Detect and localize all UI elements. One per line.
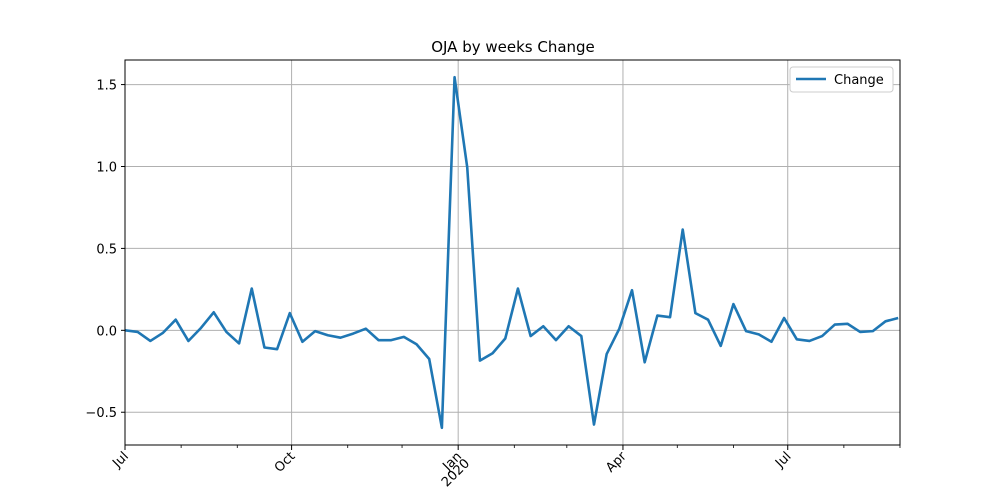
y-tick-label: −0.5	[85, 406, 117, 421]
grid-lines	[124, 60, 900, 445]
y-tick-label: 1.0	[96, 160, 117, 175]
x-tick-label: Jul	[772, 449, 794, 471]
chart-title: OJA by weeks Change	[431, 38, 595, 56]
legend: Change	[789, 66, 894, 93]
y-tick-label: 0.0	[96, 324, 117, 339]
plot-frame	[124, 59, 901, 446]
series-line	[124, 75, 899, 430]
y-axis: −0.5 0.0 0.5 1.0 1.5	[85, 79, 125, 421]
legend-label: Change	[834, 73, 884, 88]
y-tick-label: 0.5	[96, 242, 117, 257]
x-tick-label: Apr	[603, 449, 630, 476]
legend-box	[789, 66, 894, 93]
series-layer	[124, 75, 899, 430]
y-tick-label: 1.5	[96, 79, 117, 94]
x-tick-label: Oct	[272, 449, 299, 476]
x-tick-label: Jul	[109, 449, 131, 471]
